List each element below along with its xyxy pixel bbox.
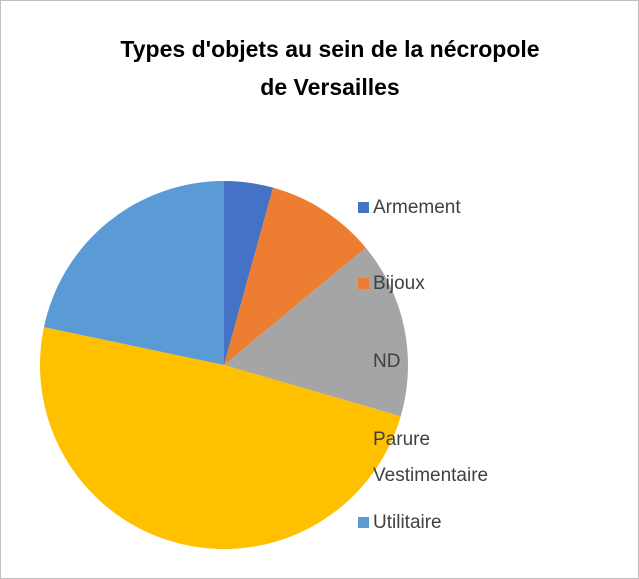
pie-slice xyxy=(43,181,224,365)
pie-slice xyxy=(39,327,401,550)
legend-item: Parure Vestimentaire xyxy=(358,422,523,494)
legend-label: Bijoux xyxy=(373,273,425,294)
legend-swatch xyxy=(358,434,369,445)
pie-slice xyxy=(224,247,409,417)
legend-label: ND xyxy=(373,351,401,372)
chart-title: Types d'objets au sein de la nécropole d… xyxy=(120,36,540,100)
legend-label: Armement xyxy=(373,197,461,218)
legend-item: ND xyxy=(358,344,523,380)
legend-item: Bijoux xyxy=(358,266,523,302)
pie-slice xyxy=(224,181,274,365)
legend-swatch xyxy=(358,202,369,213)
legend-swatch xyxy=(358,356,369,367)
legend-item: Armement xyxy=(358,190,523,226)
legend-swatch xyxy=(358,517,369,528)
pie-slice xyxy=(224,187,366,365)
legend-item: Utilitaire xyxy=(358,505,523,541)
legend-label: Parure Vestimentaire xyxy=(373,429,489,486)
legend-swatch xyxy=(358,278,369,289)
legend-label: Utilitaire xyxy=(373,512,442,533)
